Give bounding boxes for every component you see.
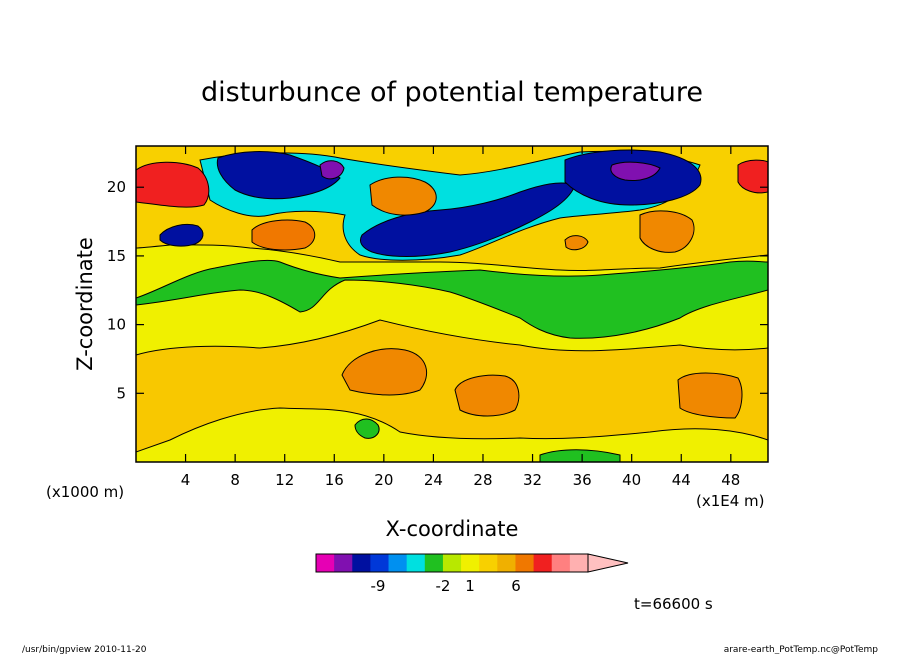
- warm-anomaly-upper-mid: [369, 176, 437, 216]
- colorbar-swatch: [479, 554, 498, 572]
- colorbar-ticks: -9 -2 1 6: [371, 577, 521, 595]
- green-patch-bottom: [539, 449, 621, 462]
- y-tick-label: 15: [107, 247, 126, 265]
- footer-right: arare-earth_PotTemp.nc@PotTemp: [724, 645, 879, 654]
- x-tick-label: 44: [672, 471, 691, 489]
- lower-warm-layer: [136, 319, 768, 453]
- colorbar-tick-label: 6: [511, 577, 521, 595]
- x-unit-label: (x1E4 m): [696, 492, 765, 510]
- time-label: t=66600 s: [634, 595, 713, 613]
- cold-anomaly-upper-center: [359, 182, 576, 257]
- x-tick-label: 48: [721, 471, 740, 489]
- colorbar-swatch: [442, 554, 462, 572]
- plot-area: [136, 146, 768, 462]
- green-patch-20: [354, 418, 380, 439]
- x-tick-label: 20: [374, 471, 393, 489]
- warm-anomaly-36: [564, 235, 589, 251]
- x-tick-label: 16: [325, 471, 344, 489]
- colorbar-swatch: [334, 554, 353, 572]
- colorbar-swatch: [461, 554, 480, 572]
- warm-anomaly-43: [639, 210, 695, 253]
- warm-anomaly-upper-left: [136, 161, 210, 208]
- x-tick-label: 36: [573, 471, 592, 489]
- colorbar-swatch: [352, 554, 371, 572]
- colorbar-frame: [315, 553, 589, 573]
- colorbar-swatch: [388, 554, 408, 572]
- colorbar-swatch: [551, 554, 571, 572]
- warm-anomaly-upper-right: [737, 159, 768, 194]
- colorbar-swatch: [316, 554, 335, 572]
- x-tick-label: 40: [622, 471, 641, 489]
- y-tick-label: 10: [107, 316, 126, 334]
- colorbar-tick-label: -2: [436, 577, 451, 595]
- violet-core-right: [610, 161, 661, 181]
- colorbar-swatch: [406, 554, 426, 572]
- cold-anomaly-upper-left: [216, 151, 341, 200]
- warm-anomaly-12: [251, 219, 316, 251]
- y-axis-ticks: 5 10 15 20: [107, 178, 768, 402]
- footer-left: /usr/bin/gpview 2010-11-20: [22, 645, 147, 654]
- x-tick-label: 28: [473, 471, 492, 489]
- violet-core-left: [319, 160, 345, 180]
- colorbar-swatch: [569, 554, 589, 572]
- x-tick-label: 12: [275, 471, 294, 489]
- colorbar-swatch: [497, 554, 516, 572]
- colorbar-tick-label: 1: [465, 577, 475, 595]
- y-axis-label: Z-coordinate: [73, 237, 97, 371]
- x-tick-label: 4: [181, 471, 191, 489]
- x-tick-label: 32: [523, 471, 542, 489]
- colorbar-swatch: [424, 554, 444, 572]
- y-unit-label: (x1000 m): [46, 483, 124, 501]
- y-tick-label: 20: [107, 178, 126, 196]
- warm-anomaly-46: [677, 372, 743, 419]
- colorbar-extend-arrow: [587, 553, 629, 573]
- y-tick-label: 5: [116, 384, 126, 402]
- mid-green-layer: [136, 259, 768, 339]
- warm-anomaly-20: [341, 348, 428, 396]
- colorbar-swatch: [370, 554, 390, 572]
- cold-anomaly-left-lower: [159, 223, 204, 247]
- colorbar-swatch: [533, 554, 553, 572]
- warm-anomaly-28: [454, 374, 520, 417]
- x-axis-ticks: 4 8 12 16 20 24 28 32 36 40 44 48: [181, 146, 740, 489]
- colorbar: [315, 553, 629, 573]
- chart-title: disturbunce of potential temperature: [201, 77, 703, 108]
- x-axis-label: X-coordinate: [386, 517, 519, 541]
- plot-frame: [135, 145, 769, 463]
- x-tick-label: 8: [230, 471, 240, 489]
- colorbar-swatch: [515, 554, 535, 572]
- x-tick-label: 24: [424, 471, 443, 489]
- colorbar-tick-label: -9: [371, 577, 386, 595]
